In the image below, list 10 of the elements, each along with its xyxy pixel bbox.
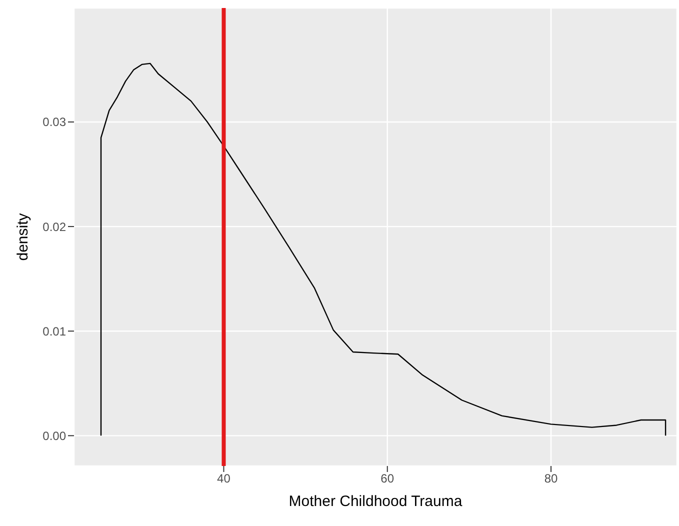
x-tick-label: 80 — [544, 472, 558, 486]
y-tick-label: 0.03 — [42, 115, 66, 130]
x-tick-label: 60 — [380, 472, 394, 486]
y-tick-label: 0.02 — [42, 220, 66, 234]
y-axis-title: density — [14, 212, 32, 261]
y-tick-label: 0.01 — [42, 324, 66, 338]
line-series — [100, 62, 666, 436]
x-tick-label: 40 — [217, 472, 231, 486]
y-tick-label: 0.00 — [42, 428, 66, 443]
x-axis-title: Mother Childhood Trauma — [288, 493, 463, 510]
